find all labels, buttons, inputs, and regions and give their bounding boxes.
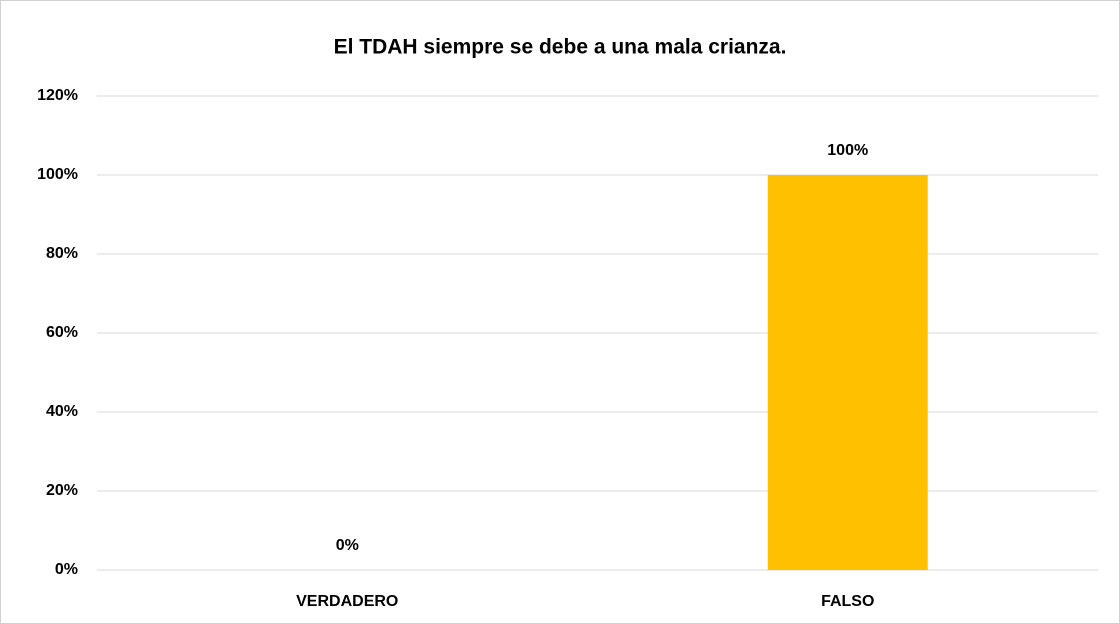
x-tick-label: FALSO [821, 593, 874, 610]
y-tick-label: 60% [46, 324, 78, 341]
y-tick-label: 40% [46, 403, 78, 420]
bar [767, 175, 928, 570]
y-tick-label: 0% [55, 561, 78, 578]
y-tick-label: 20% [46, 482, 78, 499]
y-tick-label: 80% [46, 245, 78, 262]
data-label: 100% [827, 142, 868, 159]
data-label: 0% [336, 537, 359, 554]
y-tick-label: 100% [37, 166, 78, 183]
y-tick-label: 120% [37, 87, 78, 104]
x-tick-label: VERDADERO [296, 593, 398, 610]
chart-title: El TDAH siempre se debe a una mala crian… [334, 36, 787, 59]
